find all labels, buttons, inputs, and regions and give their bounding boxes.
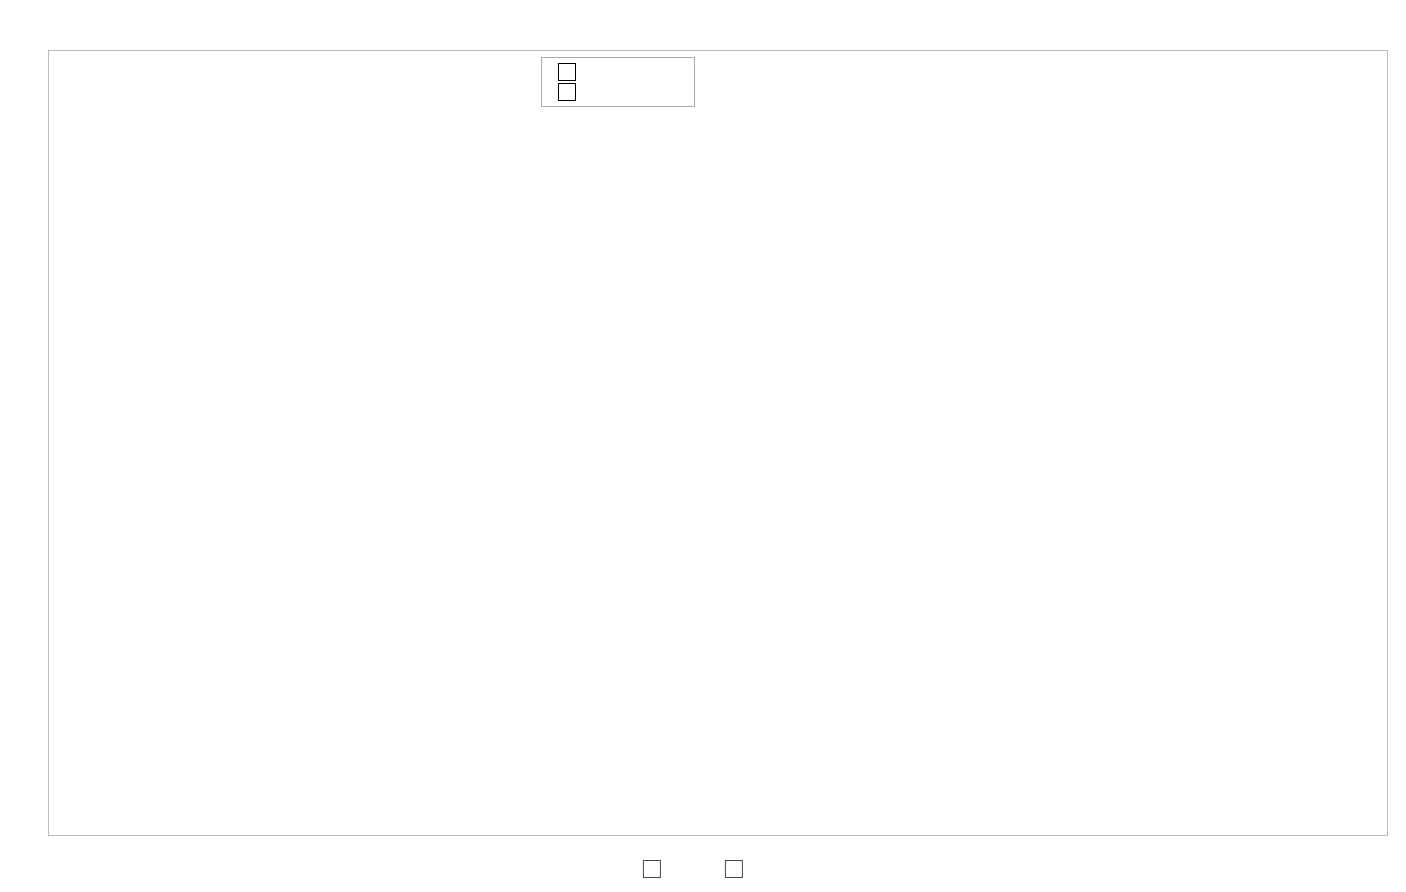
n-value-romanians xyxy=(672,82,684,102)
n-label xyxy=(660,82,672,102)
legend-bottom xyxy=(623,860,783,878)
r-label xyxy=(586,82,598,102)
legend-item-croatians xyxy=(633,860,695,877)
r-value-croatians xyxy=(598,62,660,82)
r-value-romanians xyxy=(598,82,660,102)
swatch-romanians-icon xyxy=(725,860,743,878)
swatch-croatians-icon xyxy=(558,63,576,81)
swatch-croatians-icon xyxy=(643,860,661,878)
swatch-romanians-icon xyxy=(558,83,576,101)
plot-area xyxy=(48,50,1388,836)
n-label xyxy=(660,62,672,82)
legend-row-croatians xyxy=(552,62,684,82)
scatter-chart-svg xyxy=(49,51,1387,835)
legend-item-romanians xyxy=(715,860,773,877)
legend-row-romanians xyxy=(552,82,684,102)
chart-container xyxy=(0,0,1406,892)
legend-stats-box xyxy=(541,57,695,107)
n-value-croatians xyxy=(672,62,684,82)
r-label xyxy=(586,62,598,82)
